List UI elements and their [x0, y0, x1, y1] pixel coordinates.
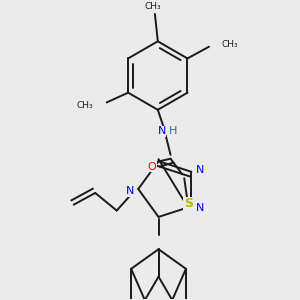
Text: N: N	[158, 126, 166, 136]
Text: H: H	[169, 126, 178, 136]
Text: O: O	[148, 161, 156, 172]
Text: CH₃: CH₃	[145, 2, 161, 10]
Text: S: S	[184, 197, 193, 210]
Text: CH₃: CH₃	[76, 101, 93, 110]
Text: N: N	[196, 165, 204, 175]
Text: CH₃: CH₃	[222, 40, 238, 49]
Text: N: N	[196, 203, 204, 213]
Text: N: N	[126, 186, 135, 196]
